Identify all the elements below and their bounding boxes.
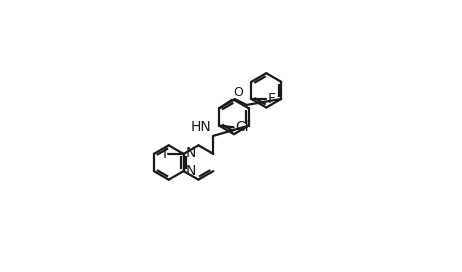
- Text: F: F: [267, 92, 275, 106]
- Text: Cl: Cl: [235, 120, 249, 134]
- Text: N: N: [185, 165, 195, 178]
- Text: O: O: [233, 86, 243, 99]
- Text: I: I: [163, 147, 166, 161]
- Text: HN: HN: [190, 120, 211, 134]
- Text: N: N: [185, 147, 195, 160]
